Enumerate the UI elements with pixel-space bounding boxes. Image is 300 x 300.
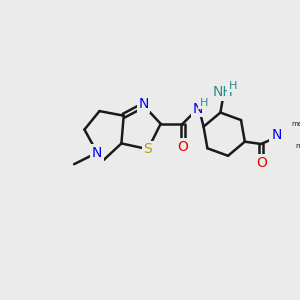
Text: N: N — [272, 128, 282, 142]
Text: O: O — [256, 156, 267, 170]
Text: N: N — [92, 146, 102, 160]
Text: methyl: methyl — [292, 121, 300, 127]
Text: NH: NH — [212, 85, 233, 100]
Text: S: S — [144, 142, 152, 156]
Text: N: N — [193, 102, 203, 116]
Text: methyl: methyl — [295, 143, 300, 149]
Text: O: O — [177, 140, 188, 154]
Text: H: H — [200, 98, 208, 107]
Text: H: H — [228, 80, 237, 91]
Text: N: N — [138, 97, 148, 111]
